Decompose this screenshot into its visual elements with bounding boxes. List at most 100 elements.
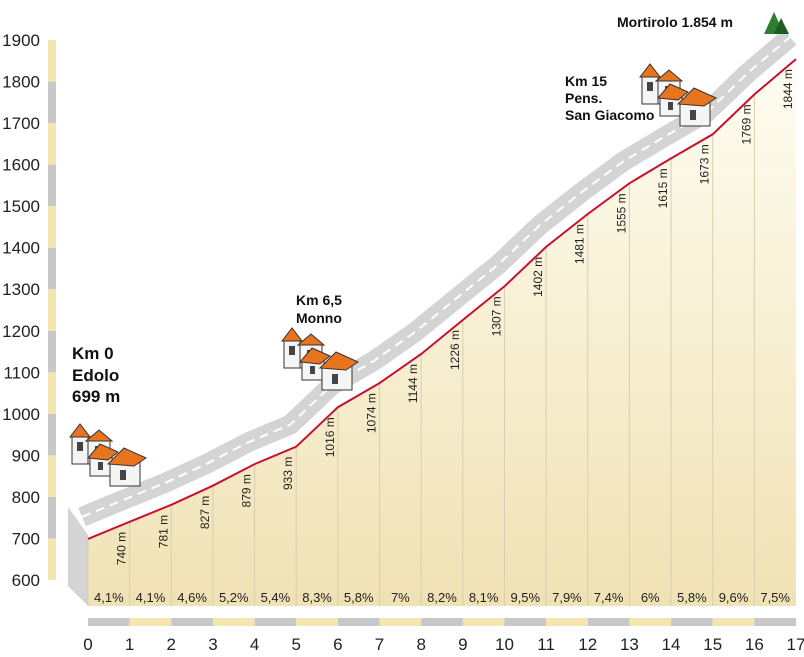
pass-name-label-2: San Giacomo [565,107,654,123]
x-tick-label: 3 [208,635,217,654]
gradient-label: 8,2% [427,590,457,605]
y-axis-band-segment [48,123,56,165]
mountain-summit-icon [764,12,789,34]
gradient-label: 7,9% [552,590,582,605]
x-axis-band-segment [129,618,172,626]
x-axis-band-segment [296,618,338,626]
y-axis-band-segment [48,164,56,207]
start-town-label: Edolo [72,366,119,385]
x-axis-band-segment [546,618,588,626]
pass-km-label: Km 15 [565,73,607,89]
x-tick-label: 11 [537,635,555,654]
y-tick-label: 1800 [2,73,40,92]
y-axis-band [48,40,56,580]
gradient-label: 4,1% [94,590,124,605]
x-tick-labels: 0 1 2 3 4 5 6 7 8 9 10 11 12 13 14 15 16 17 [83,635,804,654]
village-icon [638,63,718,127]
elevation-label: 1144 m [406,364,420,403]
x-tick-label: 17 [787,635,804,654]
x-tick-label: 12 [578,635,597,654]
pass-name-label-1: Pens. [565,90,602,106]
elevation-labels: 740 m 781 m 827 m 879 m 933 m 1016 m 1074 m 114… [115,69,795,565]
x-tick-label: 16 [745,635,764,654]
y-tick-label: 1000 [2,405,40,424]
y-tick-label: 1300 [2,280,40,299]
y-axis-band-segment [48,330,56,373]
x-axis-band-segment [421,618,463,626]
village-icon [280,327,360,391]
y-tick-label: 1900 [2,31,40,50]
x-axis-band-segment [462,618,505,626]
elevation-label: 1481 m [573,224,587,264]
x-axis-band-segment [629,618,672,626]
gradient-labels: 4,1% 4,1% 4,6% 5,2% 5,4% 8,3% 5,8% 7% 8,2% 8,1% 9,… [94,590,790,605]
x-tick-label: 2 [167,635,176,654]
x-tick-label: 1 [125,635,134,654]
elevation-label: 933 m [281,457,295,490]
y-tick-label: 1600 [2,156,40,175]
x-tick-label: 10 [495,635,514,654]
elevation-label: 827 m [198,496,212,529]
y-tick-label: 900 [12,446,40,465]
elevation-label: 1615 m [656,168,670,208]
x-axis-band-segment [587,618,630,626]
y-tick-label: 1400 [2,239,40,258]
elevation-label: 740 m [115,532,129,565]
gradient-label: 5,8% [677,590,707,605]
gradient-label: 5,8% [344,590,374,605]
y-tick-label: 600 [12,571,40,590]
elevation-label: 1769 m [739,104,753,144]
start-elevation-label: 699 m [72,387,120,406]
profile-area-fill [88,59,796,607]
elevation-label: 1402 m [531,257,545,297]
x-tick-label: 15 [703,635,722,654]
y-axis-band-segment [48,40,56,82]
x-tick-label: 5 [292,635,301,654]
x-axis-band-segment [671,618,713,626]
elevation-label: 1673 m [698,144,712,184]
y-axis-band-segment [48,289,56,331]
elevation-label: 781 m [156,515,170,548]
gradient-label: 7,5% [760,590,790,605]
gradient-label: 8,3% [302,590,332,605]
x-axis-band-segment [379,618,422,626]
elevation-label: 1074 m [365,393,379,433]
gradient-label: 9,5% [510,590,540,605]
gradient-label: 9,6% [719,590,749,605]
y-tick-label: 1100 [3,363,40,382]
y-axis-band-segment [48,372,56,414]
y-tick-label: 1700 [2,114,40,133]
gradient-label: 5,4% [261,590,291,605]
elevation-label: 1555 m [614,193,628,233]
gradient-label: 7% [391,590,410,605]
x-axis-band-segment [254,618,297,626]
km-divider-lines [68,94,755,606]
y-axis-band-segment [48,413,56,456]
y-axis-band-segment [48,538,56,580]
y-axis-band-segment [48,496,56,539]
x-tick-label: 0 [83,635,92,654]
mid-town-label: Monno [296,310,342,326]
y-tick-label: 700 [12,529,40,548]
y-axis-band-segment [48,247,56,290]
elevation-label: 1307 m [489,296,503,336]
x-axis-band-segment [88,618,130,626]
gradient-label: 4,6% [177,590,207,605]
x-axis-band-segment [712,618,755,626]
x-tick-label: 8 [416,635,425,654]
road-center-dash [81,36,791,518]
x-axis-band-segment [212,618,255,626]
road-left-edge [68,506,88,606]
gradient-label: 6% [641,590,660,605]
start-km-label: Km 0 [72,344,114,363]
x-tick-label: 9 [458,635,467,654]
elevation-label: 1016 m [323,417,337,457]
elevation-label: 879 m [240,474,254,507]
mid-km-label: Km 6,5 [296,292,342,308]
x-tick-label: 14 [662,635,681,654]
gradient-label: 5,2% [219,590,249,605]
x-axis-band-segment [171,618,213,626]
gradient-label: 4,1% [136,590,166,605]
profile-line [87,58,797,540]
